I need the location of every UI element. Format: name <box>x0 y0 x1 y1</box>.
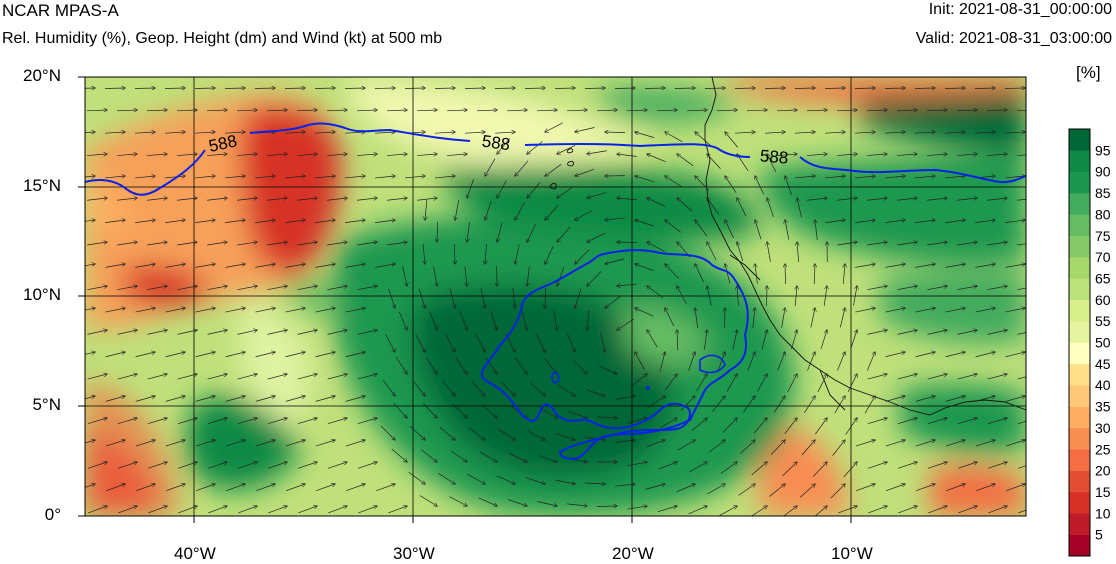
colorbar-swatch <box>1069 407 1090 429</box>
colorbar-swatch <box>1069 236 1090 258</box>
colorbar-unit: [%] <box>1076 63 1101 83</box>
colorbar-swatch <box>1069 364 1090 386</box>
valid-time: Valid: 2021-08-31_03:00:00 <box>916 30 1112 48</box>
colorbar-tick-label: 50 <box>1095 335 1111 351</box>
colorbar-tick-label: 80 <box>1095 206 1111 222</box>
lon-label-30w: 30°W <box>393 544 435 564</box>
colorbar-swatch <box>1069 300 1090 322</box>
colorbar-swatch <box>1069 449 1090 471</box>
colorbar-tick-label: 95 <box>1095 142 1111 158</box>
lat-label-0: 0° <box>45 505 61 525</box>
colorbar-tick-label: 70 <box>1095 249 1111 265</box>
colorbar-swatch <box>1069 278 1090 300</box>
colorbar: 95 90 85 80 75 70 65 60 55 50 45 40 35 30 25 20 15 10 5 <box>1069 129 1111 556</box>
colorbar-tick-label: 30 <box>1095 420 1111 436</box>
colorbar-tick-label: 10 <box>1095 505 1111 521</box>
plot-subtitle: Rel. Humidity (%), Geop. Height (dm) and… <box>2 30 442 48</box>
colorbar-tick-label: 40 <box>1095 377 1111 393</box>
colorbar-tick-label: 55 <box>1095 313 1111 329</box>
lon-label-10w: 10°W <box>831 544 873 564</box>
colorbar-swatch <box>1069 193 1090 215</box>
colorbar-swatch <box>1069 513 1090 535</box>
colorbar-swatch <box>1069 321 1090 343</box>
colorbar-tick-label: 65 <box>1095 270 1111 286</box>
colorbar-swatch <box>1069 471 1090 493</box>
colorbar-tick-label: 20 <box>1095 463 1111 479</box>
colorbar-swatch <box>1069 214 1090 236</box>
init-time: Init: 2021-08-31_00:00:00 <box>929 1 1112 19</box>
colorbar-swatch <box>1069 150 1090 172</box>
lon-label-40w: 40°W <box>174 544 216 564</box>
lon-label-20w: 20°W <box>612 544 654 564</box>
contour-label-3: 588 <box>759 146 789 167</box>
colorbar-swatch <box>1069 257 1090 279</box>
lat-label-10n: 10°N <box>23 285 61 305</box>
contour-dot <box>646 386 650 390</box>
colorbar-tick-label: 35 <box>1095 399 1111 415</box>
lat-label-5n: 5°N <box>32 395 61 415</box>
colorbar-tick-label: 90 <box>1095 164 1111 180</box>
contour-label-2: 588 <box>481 132 512 155</box>
lat-label-15n: 15°N <box>23 176 61 196</box>
colorbar-tick-label: 45 <box>1095 356 1111 372</box>
colorbar-swatch <box>1069 428 1090 450</box>
colorbar-swatch <box>1069 535 1090 557</box>
colorbar-swatch <box>1069 172 1090 194</box>
colorbar-swatch <box>1069 129 1090 151</box>
colorbar-swatch <box>1069 492 1090 514</box>
colorbar-tick-label: 15 <box>1095 484 1111 500</box>
colorbar-tick-label: 85 <box>1095 185 1111 201</box>
lat-label-20n: 20°N <box>23 66 61 86</box>
colorbar-swatch <box>1069 385 1090 407</box>
model-title: NCAR MPAS-A <box>2 1 119 21</box>
colorbar-tick-label: 25 <box>1095 441 1111 457</box>
colorbar-tick-label: 60 <box>1095 292 1111 308</box>
colorbar-tick-label: 75 <box>1095 228 1111 244</box>
colorbar-tick-label: 5 <box>1095 527 1103 543</box>
colorbar-swatch <box>1069 343 1090 365</box>
